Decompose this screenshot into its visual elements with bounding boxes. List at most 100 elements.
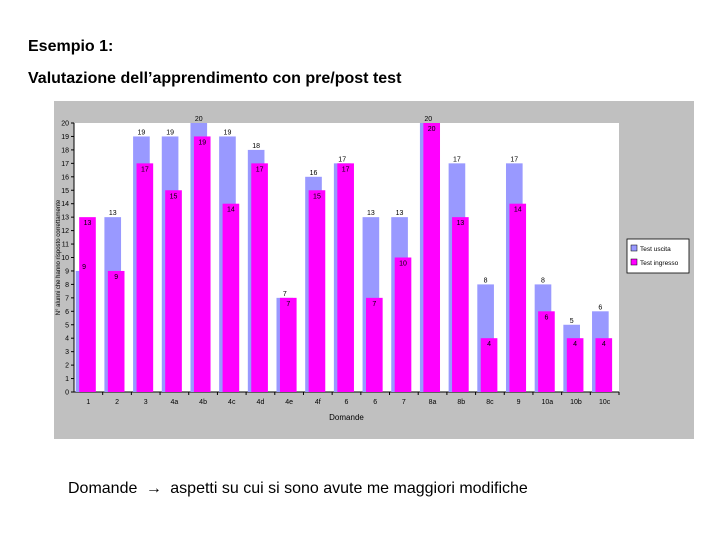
data-label: 17 bbox=[342, 166, 350, 173]
data-label: 20 bbox=[195, 116, 203, 123]
bar bbox=[595, 338, 613, 392]
data-label: 4 bbox=[602, 341, 606, 348]
footer-caption: Domande → aspetti su cui si sono avute m… bbox=[68, 480, 528, 498]
data-label: 19 bbox=[166, 129, 174, 136]
bar bbox=[509, 203, 527, 392]
bar bbox=[279, 297, 297, 392]
legend-swatch bbox=[630, 258, 638, 266]
bar bbox=[538, 311, 555, 392]
arrow-right-icon: → bbox=[145, 480, 162, 497]
bar bbox=[107, 270, 125, 392]
data-label: 20 bbox=[428, 126, 436, 133]
legend-label: Test uscita bbox=[640, 246, 671, 253]
y-tick-label: 17 bbox=[61, 161, 69, 168]
data-label: 14 bbox=[227, 207, 235, 214]
legend-label: Test ingresso bbox=[640, 260, 679, 267]
data-label: 17 bbox=[141, 166, 149, 173]
bar bbox=[394, 257, 412, 392]
x-tick-label: 4c bbox=[228, 399, 236, 406]
bar bbox=[423, 123, 441, 392]
data-label: 6 bbox=[598, 304, 602, 311]
data-label: 7 bbox=[372, 301, 376, 308]
bar bbox=[193, 136, 211, 392]
bar bbox=[136, 163, 154, 392]
bar bbox=[308, 190, 326, 392]
slide-subtitle: Valutazione dell’apprendimento con pre/p… bbox=[28, 70, 402, 87]
bar bbox=[452, 217, 469, 392]
data-label: 19 bbox=[198, 139, 206, 146]
data-label: 17 bbox=[338, 156, 346, 163]
x-tick-label: 10c bbox=[599, 399, 611, 406]
y-tick-label: 1 bbox=[65, 376, 69, 383]
data-label: 20 bbox=[424, 116, 432, 123]
data-label: 18 bbox=[252, 143, 260, 150]
bar bbox=[480, 338, 498, 392]
x-tick-label: 8b bbox=[457, 399, 465, 406]
footer-right-text: aspetti su cui si sono avute me maggiori… bbox=[170, 480, 528, 497]
data-label: 9 bbox=[82, 264, 86, 271]
data-label: 10 bbox=[399, 261, 407, 268]
data-label: 6 bbox=[544, 314, 548, 321]
bar bbox=[222, 203, 240, 392]
x-tick-label: 4e bbox=[285, 399, 293, 406]
x-tick-label: 4b bbox=[199, 399, 207, 406]
data-label: 13 bbox=[367, 210, 375, 217]
data-label: 13 bbox=[84, 220, 92, 227]
bar bbox=[566, 338, 584, 392]
x-tick-label: 8c bbox=[486, 399, 494, 406]
data-label: 17 bbox=[510, 156, 518, 163]
y-tick-label: 7 bbox=[65, 295, 69, 302]
y-tick-label: 5 bbox=[65, 322, 69, 329]
data-label: 15 bbox=[170, 193, 178, 200]
x-tick-label: 10b bbox=[570, 399, 582, 406]
x-tick-label: 4f bbox=[315, 399, 321, 406]
data-label: 9 bbox=[114, 274, 118, 281]
y-tick-label: 3 bbox=[65, 349, 69, 356]
x-tick-label: 8a bbox=[429, 399, 437, 406]
y-tick-label: 13 bbox=[61, 215, 69, 222]
x-tick-label: 7 bbox=[402, 399, 406, 406]
y-tick-label: 14 bbox=[61, 201, 69, 208]
legend-swatch bbox=[630, 244, 638, 252]
x-tick-label: 2 bbox=[115, 399, 119, 406]
data-label: 5 bbox=[570, 318, 574, 325]
data-label: 8 bbox=[541, 277, 545, 284]
y-tick-label: 19 bbox=[61, 134, 69, 141]
data-label: 4 bbox=[487, 341, 491, 348]
data-label: 15 bbox=[313, 193, 321, 200]
x-tick-label: 9 bbox=[517, 399, 521, 406]
data-label: 17 bbox=[256, 166, 264, 173]
chart-panel: 0 1 2 3 4 5 6 7 8 9 10 11 12 13 14 15 16 17 18 19 20 N° alunn… bbox=[54, 101, 694, 439]
x-tick-label: 3 bbox=[144, 399, 148, 406]
x-tick-label: 10a bbox=[541, 399, 553, 406]
data-label: 7 bbox=[286, 301, 290, 308]
y-tick-label: 15 bbox=[61, 188, 69, 195]
footer-left-text: Domande bbox=[68, 480, 138, 497]
y-tick-label: 11 bbox=[62, 242, 69, 249]
data-label: 7 bbox=[283, 291, 287, 298]
data-label: 13 bbox=[456, 220, 464, 227]
y-tick-label: 16 bbox=[61, 174, 69, 181]
bar bbox=[366, 297, 383, 392]
bar bbox=[79, 217, 96, 392]
data-label: 13 bbox=[396, 210, 404, 217]
data-label: 19 bbox=[224, 129, 232, 136]
y-tick-label: 10 bbox=[61, 255, 69, 262]
legend-box bbox=[626, 238, 690, 274]
y-tick-label: 9 bbox=[65, 268, 69, 275]
y-tick-label: 6 bbox=[65, 309, 69, 316]
bar bbox=[165, 190, 182, 392]
x-tick-label: 6 bbox=[373, 399, 377, 406]
y-tick-label: 12 bbox=[61, 228, 69, 235]
y-tick-label: 0 bbox=[65, 390, 69, 397]
data-label: 14 bbox=[514, 207, 522, 214]
x-tick-label: 4d bbox=[257, 399, 265, 406]
y-tick-label: 4 bbox=[65, 336, 69, 343]
y-tick-label: 18 bbox=[61, 147, 69, 154]
data-label: 16 bbox=[310, 170, 318, 177]
x-tick-label: 4a bbox=[170, 399, 178, 406]
slide-title: Esempio 1: bbox=[28, 38, 114, 55]
y-tick-label: 8 bbox=[65, 282, 69, 289]
bar bbox=[337, 163, 354, 392]
